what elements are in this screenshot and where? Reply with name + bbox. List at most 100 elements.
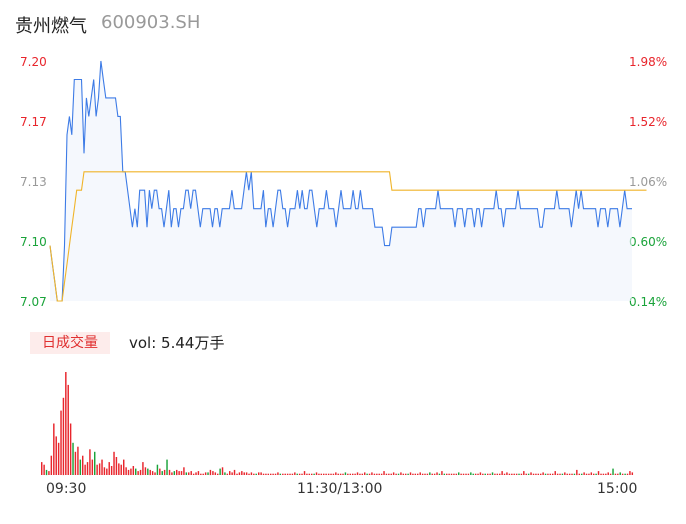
volume-bar: [441, 471, 443, 475]
volume-bar: [501, 471, 503, 475]
volume-bar: [409, 472, 412, 475]
volume-bar: [532, 473, 535, 475]
volume-bar: [250, 472, 253, 475]
volume-bar: [583, 472, 585, 475]
y-tick-label: 7.10: [20, 235, 47, 249]
volume-bar: [101, 459, 103, 475]
volume-bar: [576, 469, 578, 476]
volume-bar: [470, 472, 472, 475]
volume-bar: [72, 442, 74, 475]
volume-bar: [286, 473, 289, 475]
volume-bar: [494, 473, 496, 475]
x-tick-label: 15:00: [597, 481, 638, 497]
volume-bar: [142, 462, 144, 475]
volume-bar: [433, 473, 436, 475]
volume-bar: [417, 473, 419, 475]
volume-bar: [118, 463, 120, 475]
volume-bar: [89, 449, 91, 476]
volume-bar: [556, 473, 559, 475]
stock-code: 600903.SH: [101, 12, 201, 33]
volume-readout: vol: 5.44万手: [129, 334, 225, 352]
volume-bars: [41, 372, 634, 476]
volume-bar: [74, 451, 77, 475]
volume-bar: [214, 472, 217, 475]
price-line: [49, 60, 632, 302]
volume-bar: [221, 467, 224, 475]
volume-bar: [359, 473, 361, 475]
volume-bar: [540, 473, 542, 475]
volume-bar: [53, 423, 55, 475]
volume-bar: [371, 472, 373, 475]
volume-bar: [43, 464, 45, 475]
volume-bar: [407, 473, 409, 475]
volume-bar: [267, 473, 270, 475]
volume-bar: [523, 471, 525, 475]
price-area-fill: [50, 61, 632, 301]
volume-bar: [467, 473, 470, 475]
volume-bar: [132, 466, 135, 475]
volume-bar: [614, 473, 617, 475]
volume-bar: [185, 472, 188, 475]
volume-bar: [376, 473, 378, 475]
volume-bar: [306, 473, 308, 475]
volume-bar: [219, 468, 221, 475]
volume-bar: [98, 463, 101, 475]
volume-bar: [566, 473, 568, 475]
y-tick-label: 7.07: [20, 295, 47, 309]
volume-bar: [554, 471, 556, 475]
y-tick-label: 7.13: [20, 175, 47, 189]
volume-bar: [130, 468, 132, 475]
volume-bar: [356, 472, 359, 475]
volume-bar: [65, 372, 67, 475]
volume-bar: [482, 473, 484, 475]
volume-bar: [188, 472, 190, 475]
volume-bar: [50, 455, 53, 475]
volume-bar: [195, 472, 197, 475]
volume-bar: [311, 473, 313, 475]
volume-bar: [544, 473, 547, 475]
volume-bar: [103, 467, 106, 475]
volume-bar: [581, 473, 583, 475]
volume-bar: [593, 473, 595, 475]
volume-bar: [265, 473, 267, 475]
volume-bar: [602, 473, 605, 475]
volume-bar: [106, 468, 108, 475]
volume-bar: [137, 471, 139, 475]
volume-bar: [491, 472, 494, 475]
volume-bar: [609, 473, 612, 475]
volume-bar: [113, 451, 115, 475]
volume-bar: [57, 442, 60, 475]
volume-bar: [612, 468, 614, 475]
volume-bar: [585, 473, 588, 475]
volume-bar: [573, 473, 576, 475]
volume-tab[interactable]: 日成交量: [30, 332, 110, 354]
volume-bar: [298, 473, 301, 475]
volume-bar: [629, 471, 631, 475]
volume-bar: [499, 473, 501, 475]
volume-bar: [426, 473, 429, 475]
volume-bar: [487, 473, 489, 475]
volume-bar: [159, 468, 161, 475]
volume-bar: [525, 473, 527, 475]
average-price-line: [49, 171, 647, 302]
volume-bar: [330, 473, 332, 475]
volume-bar: [323, 473, 325, 475]
volume-bar: [530, 472, 532, 475]
volume-bar: [96, 464, 98, 475]
volume-bar: [597, 471, 600, 475]
volume-bar: [190, 471, 192, 475]
volume-bar: [86, 462, 89, 475]
volume-bar: [508, 473, 511, 475]
volume-bar: [605, 473, 607, 475]
volume-bar: [332, 473, 335, 475]
volume-bar: [320, 473, 323, 475]
volume-bar: [479, 472, 482, 475]
volume-bar: [489, 473, 491, 475]
volume-bar: [294, 472, 296, 475]
volume-bar: [337, 473, 339, 475]
volume-bar: [279, 473, 282, 475]
volume-bar: [535, 473, 537, 475]
volume-bar: [600, 473, 602, 475]
volume-bar: [378, 473, 380, 475]
volume-bar: [91, 459, 94, 475]
